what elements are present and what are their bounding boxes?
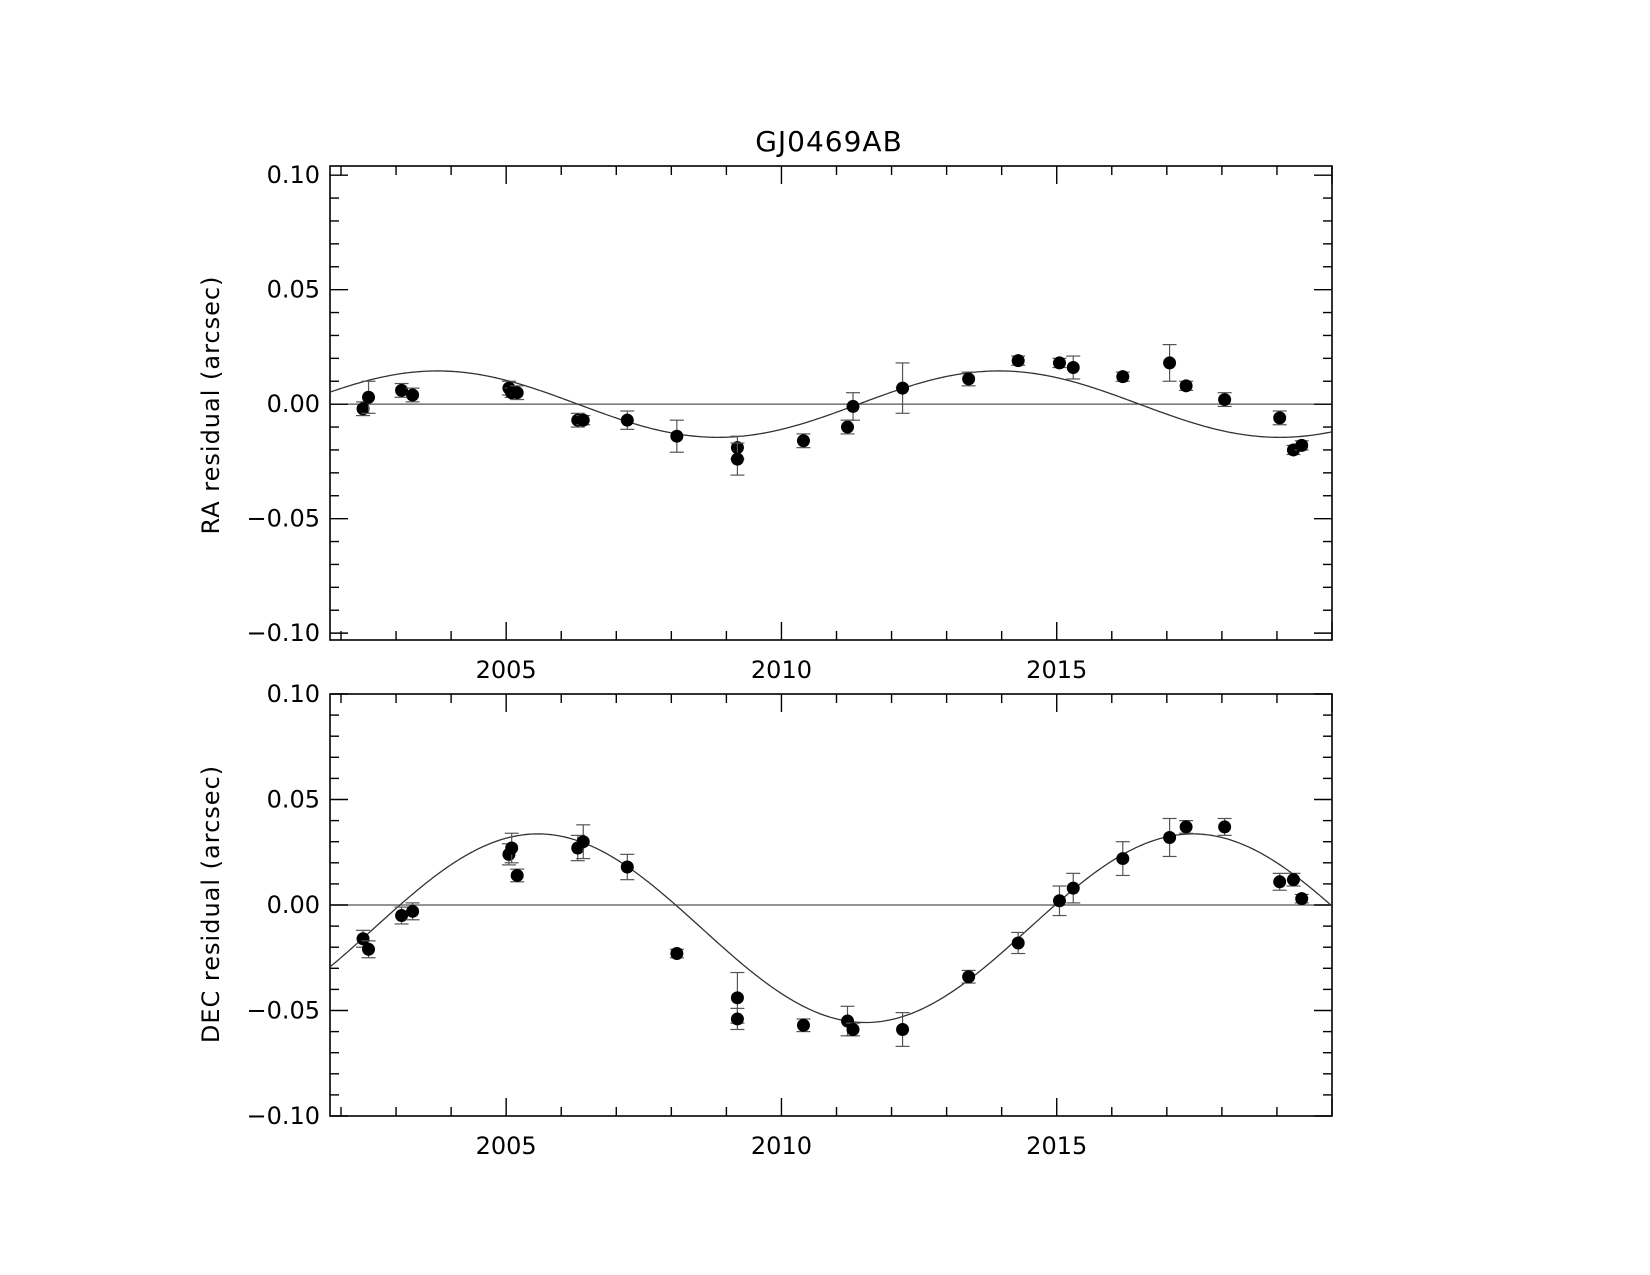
ra-data-point [1218,393,1232,407]
ra-data-point [1295,438,1309,452]
ra-data-point [406,388,420,402]
ra-ytick-label: −0.10 [246,619,320,647]
ra-data-point [841,420,855,434]
dec-data-point [576,835,590,849]
dec-xtick-label: 2005 [476,1132,537,1160]
dec-xtick-label: 2010 [751,1132,812,1160]
dec-data-point [846,1022,860,1036]
ra-data-point [1052,356,1066,370]
dec-ytick-label: 0.10 [267,680,320,708]
ra-xtick-label: 2010 [751,656,812,684]
dec-data-point [1163,830,1177,844]
dec-data-point [510,868,524,882]
dec-data-point [796,1018,810,1032]
dec-data-point [356,932,370,946]
dec-data-point [962,970,976,984]
ra-ticks [330,166,1333,640]
ra-data-point [670,429,684,443]
dec-data-point [1273,875,1287,889]
dec-data-point [1218,820,1232,834]
ra-data-point [796,434,810,448]
dec-xtick-label: 2015 [1026,1132,1087,1160]
dec-panel: DEC residual (arcsec) 0.10 0.05 0.00 −0.05 −… [197,680,1333,1160]
ra-xtick-label: 2005 [476,656,537,684]
dec-data-point [362,942,376,956]
ra-data-point [1011,354,1025,368]
dec-data-point [1011,936,1025,950]
dec-data-point [730,1012,744,1026]
dec-ticks [330,693,1333,1117]
ra-data-point [362,390,376,404]
ra-data-point [620,413,634,427]
ra-data-point [1163,356,1177,370]
ra-ytick-label: −0.05 [246,505,320,533]
dec-data-point [1116,852,1130,866]
ra-ytick-label: 0.05 [267,276,320,304]
dec-data-point [1179,820,1193,834]
ra-data-point [896,381,910,395]
ra-model-curve [330,370,1332,439]
dec-data-point [620,860,634,874]
ra-panel: RA residual (arcsec) 0.10 0.05 0.00 −0.05 −0… [197,161,1333,684]
dec-data-point [1295,892,1309,906]
dec-data-point [406,904,420,918]
ra-plot-frame [329,165,1333,641]
ra-data-point [356,402,370,416]
dec-data-point [395,909,409,923]
ra-xtick-label: 2015 [1026,656,1087,684]
ra-ytick-label: 0.10 [267,161,320,189]
dec-ytick-label: 0.00 [267,891,320,919]
dec-data-point [1286,873,1300,887]
dec-ytick-label: 0.05 [267,786,320,814]
ra-data-point [730,452,744,466]
ra-data-point [1066,361,1080,375]
dec-data-point [896,1022,910,1036]
ra-data-point [395,383,409,397]
dec-ytick-label: −0.10 [246,1102,320,1130]
dec-axis-title: DEC residual (arcsec) [197,765,225,1043]
figure-title: GJ0469AB [755,125,903,158]
ra-axis-title: RA residual (arcsec) [197,276,225,535]
ra-data-point [1273,411,1287,425]
dec-data-point [1052,894,1066,908]
dec-data-point [670,947,684,961]
ra-data-point [962,372,976,386]
dec-model-curve [330,833,1332,1024]
ra-data-point [1179,379,1193,393]
dec-ytick-label: −0.05 [246,997,320,1025]
ra-data-point [1116,370,1130,384]
ra-ytick-label: 0.00 [267,390,320,418]
dec-data-point [1066,881,1080,895]
ra-data-point [510,386,524,400]
dec-data-point [730,991,744,1005]
ra-data-point [576,413,590,427]
ra-data-point [846,399,860,413]
dec-data-point [505,841,519,855]
